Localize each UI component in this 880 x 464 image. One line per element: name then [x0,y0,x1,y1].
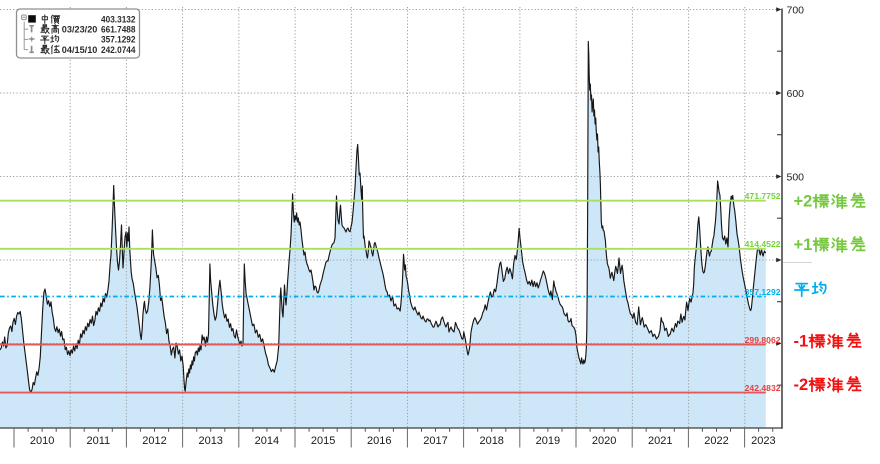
svg-text:2010: 2010 [30,435,54,447]
svg-text:2015: 2015 [311,435,335,447]
svg-text:2016: 2016 [367,435,391,447]
svg-text:2018: 2018 [479,435,503,447]
svg-text:471.7752: 471.7752 [745,191,781,201]
svg-text:357.1292: 357.1292 [745,287,781,297]
svg-text:242.4832: 242.4832 [745,383,781,393]
svg-text:2023: 2023 [751,435,775,447]
svg-text:414.4522: 414.4522 [745,239,781,249]
svg-text:2017: 2017 [423,435,447,447]
svg-text:242.0744: 242.0744 [101,45,136,56]
svg-text:+2: +2 [794,193,813,211]
svg-text:403.3132: 403.3132 [101,14,136,25]
svg-text:2014: 2014 [255,435,279,447]
svg-text:2013: 2013 [198,435,222,447]
svg-text:700: 700 [787,5,805,17]
svg-text:2020: 2020 [592,435,616,447]
svg-text:2022: 2022 [704,435,728,447]
svg-text:04/15/10: 04/15/10 [62,45,98,56]
svg-text:299.8062: 299.8062 [745,335,781,345]
svg-text:357.1292: 357.1292 [101,35,136,46]
svg-text:2021: 2021 [648,435,672,447]
svg-text:500: 500 [787,172,805,184]
svg-text:03/23/20: 03/23/20 [62,24,98,35]
svg-text:2012: 2012 [142,435,166,447]
svg-text:2011: 2011 [86,435,110,447]
svg-text:600: 600 [787,88,805,100]
svg-text:-1: -1 [794,333,809,351]
svg-text:661.7488: 661.7488 [101,24,136,35]
svg-text:+1: +1 [794,236,813,254]
svg-text:2019: 2019 [536,435,560,447]
svg-text:-2: -2 [794,376,809,394]
